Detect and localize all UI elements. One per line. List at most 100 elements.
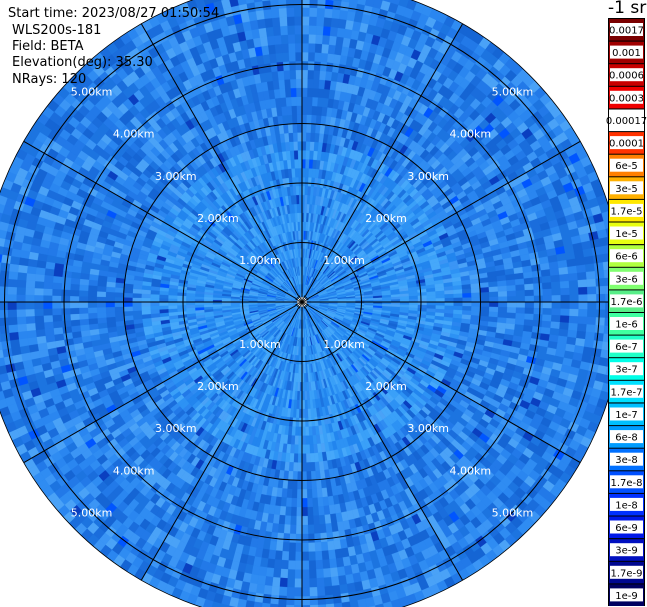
field-cell (301, 507, 308, 517)
field-cell (551, 301, 561, 309)
field-cell (417, 295, 428, 300)
field-cell (524, 295, 535, 303)
field-cell (286, 488, 293, 499)
field-cell (595, 309, 606, 319)
field-cell (593, 262, 604, 272)
field-cell (315, 25, 324, 36)
field-cell (316, 16, 325, 27)
field-cell (303, 382, 307, 392)
field-cell (274, 550, 283, 561)
field-cell (301, 515, 308, 526)
field-cell (315, 34, 324, 45)
field-cell (578, 286, 588, 295)
field-cell (278, 595, 287, 606)
field-cell (301, 524, 309, 535)
field-cell (308, 435, 314, 445)
field-cell (480, 292, 490, 298)
field-cell (489, 301, 499, 308)
field-cell (322, 568, 332, 578)
field-cell (568, 315, 579, 324)
field-cell (286, 578, 295, 588)
field-cell (577, 323, 587, 333)
field-cell (596, 293, 606, 303)
field-cell (471, 306, 481, 312)
field-cell (296, 498, 303, 508)
field-cell (290, 506, 297, 517)
field-cell (313, 70, 321, 80)
field-cell (270, 594, 280, 605)
field-cell (435, 294, 445, 299)
field-cell (307, 60, 315, 71)
field-cell (301, 596, 311, 606)
field-cell (306, 96, 313, 107)
field-cell (254, 592, 264, 604)
field-cell (314, 52, 322, 62)
field-cell (524, 307, 535, 315)
field-cell (578, 301, 588, 310)
field-cell (336, 566, 346, 577)
field-cell (480, 296, 490, 303)
field-cell (279, 506, 287, 516)
field-cell (524, 289, 535, 297)
field-cell (305, 453, 311, 463)
field-cell (507, 301, 517, 308)
field-cell (301, 123, 307, 133)
field-cell (292, 471, 298, 481)
field-cell (533, 295, 544, 303)
field-cell (264, 576, 274, 587)
field-cell (335, 557, 345, 568)
field-cell (308, 542, 316, 552)
field-cell (435, 298, 445, 303)
field-cell (532, 320, 543, 328)
field-cell (575, 257, 586, 267)
field-cell (308, 560, 317, 570)
field-cell (558, 266, 569, 276)
field-cell (301, 453, 307, 463)
field-cell (266, 558, 276, 569)
field-cell (566, 258, 577, 268)
field-cell (329, 567, 339, 578)
field-cell (507, 296, 517, 303)
field-cell (497, 285, 508, 292)
field-cell (289, 524, 297, 535)
field-cell (307, 69, 315, 80)
field-cell (307, 87, 314, 98)
field-cell (324, 585, 333, 596)
field-cell (295, 524, 303, 535)
field-cell (305, 426, 310, 436)
field-cell (506, 279, 516, 287)
field-cell (577, 271, 587, 281)
field-cell (310, 123, 317, 134)
field-cell (306, 114, 312, 124)
field-cell (301, 114, 308, 124)
field-cell (578, 309, 588, 318)
field-cell (382, 297, 392, 301)
field-cell (480, 301, 490, 308)
field-cell (320, 52, 329, 63)
field-cell (576, 330, 587, 340)
field-cell (312, 497, 319, 508)
field-cell (585, 271, 596, 280)
field-cell (301, 435, 306, 445)
field-cell (390, 296, 401, 300)
field-cell (285, 506, 292, 517)
field-cell (567, 265, 578, 275)
field-cell (364, 0, 375, 8)
field-cell (301, 167, 306, 178)
field-cell (314, 542, 322, 552)
field-cell (444, 297, 454, 303)
field-cell (323, 505, 331, 516)
field-cell (533, 282, 543, 291)
field-cell (310, 470, 317, 481)
field-cell (315, 470, 321, 481)
field-cell (288, 551, 296, 561)
field-cell (288, 542, 296, 552)
field-cell (488, 281, 498, 288)
field-cell (339, 583, 349, 595)
field-cell (357, 598, 367, 607)
field-cell (318, 514, 326, 525)
field-cell (293, 453, 299, 463)
field-cell (595, 317, 606, 326)
field-cell (301, 105, 308, 115)
